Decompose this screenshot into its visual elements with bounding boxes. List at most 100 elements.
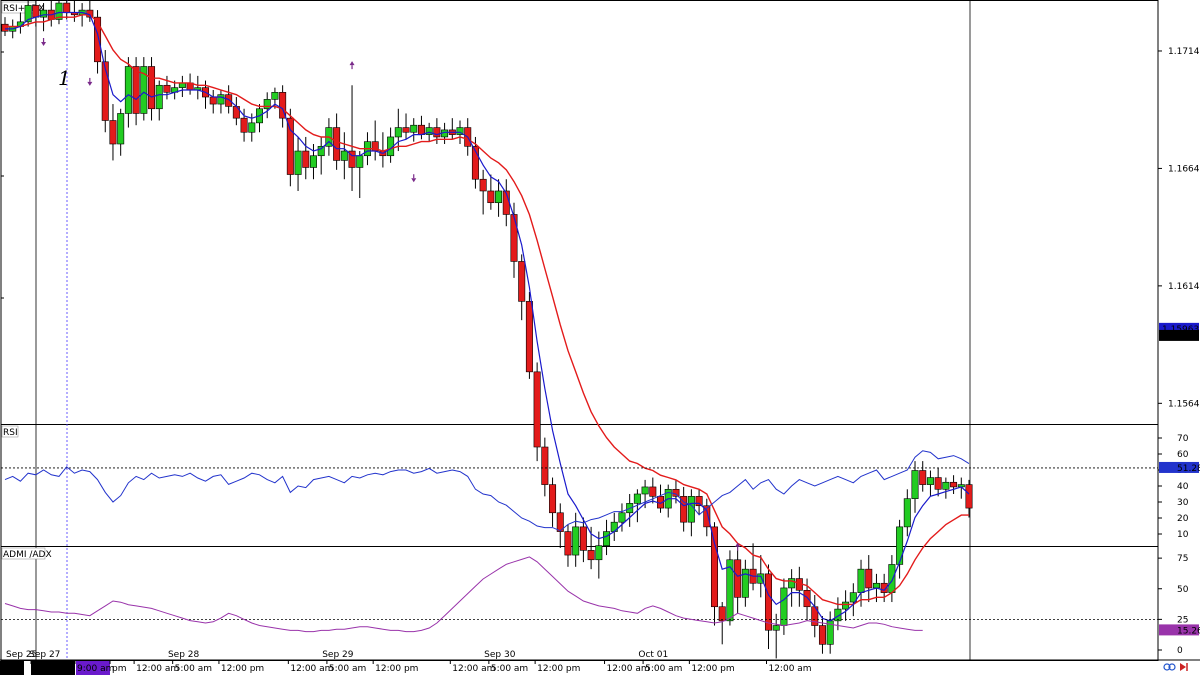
candle: [479, 169, 487, 215]
time-label: 9:00 am: [77, 664, 114, 674]
candle: [286, 108, 294, 187]
candle: [664, 484, 672, 518]
bear-candle-body: [417, 124, 425, 135]
candle: [919, 461, 927, 492]
rsi-tick-label: 70: [1177, 434, 1189, 444]
slow-moving-average-line: [5, 14, 969, 606]
candle: [178, 75, 186, 98]
link-icon[interactable]: [1163, 663, 1176, 671]
scroll-arrow: [1180, 663, 1186, 671]
time-label: 12:00 am: [290, 664, 333, 674]
time-highlight-bg-dark: [31, 661, 75, 675]
bear-candle-body: [680, 496, 688, 523]
bull-candle-body: [757, 573, 765, 584]
bull-candle-body: [495, 190, 503, 204]
bull-candle-body: [618, 512, 626, 523]
bull-candle-body: [309, 155, 317, 168]
candle: [132, 57, 140, 126]
rsi-label-bg: [1159, 461, 1199, 473]
time-label: 021 5:00 am: [33, 664, 90, 674]
link-ring: [1163, 663, 1171, 671]
bear-candle-body: [672, 488, 680, 497]
bull-candle-body: [926, 477, 934, 485]
adx-label-bg: [1159, 624, 1199, 636]
down-arrow-icon: [41, 37, 47, 46]
candle: [865, 555, 873, 603]
bull-candle-body: [603, 531, 611, 546]
bull-candle-body: [456, 127, 464, 135]
bull-candle-body: [942, 481, 950, 490]
candle: [818, 616, 826, 654]
time-label: 12:00 am: [136, 664, 179, 674]
bull-candle-body: [425, 127, 433, 135]
bear-candle-body: [718, 606, 726, 622]
link-ring: [1168, 663, 1176, 671]
candle: [541, 437, 549, 497]
candle: [217, 89, 225, 114]
pane-frame-1: [0, 0, 1159, 425]
bear-candle-body: [865, 568, 873, 589]
candle: [888, 555, 896, 603]
candle: [47, 0, 55, 27]
bear-candle-body: [533, 371, 541, 448]
price-tick-label: 1.16646: [1168, 164, 1200, 174]
time-label: 5:00 am: [491, 664, 528, 674]
candle: [302, 136, 310, 180]
candle: [726, 550, 734, 626]
price-tick-label: 1.17146: [1168, 47, 1200, 57]
bear-candle-body: [950, 481, 958, 488]
time-label: 12:00 pm: [691, 664, 734, 674]
time-label: 12:00 pm: [221, 664, 264, 674]
date-label: Sep 29: [322, 650, 354, 660]
bear-candle-body: [471, 146, 479, 180]
candle: [564, 524, 572, 567]
bull-candle-body: [55, 2, 63, 20]
candle: [24, 0, 32, 27]
candle: [271, 87, 279, 109]
time-highlight-bg-dark: [0, 661, 24, 675]
candle: [317, 136, 325, 175]
bear-candle-body: [587, 550, 595, 561]
bull-candle-body: [888, 564, 896, 593]
bear-candle-body: [579, 526, 587, 551]
candle: [896, 519, 904, 579]
candle: [294, 136, 302, 191]
candle: [965, 479, 973, 518]
candle: [934, 468, 942, 497]
bear-candle-body: [965, 484, 973, 509]
candle: [240, 108, 248, 142]
bull-candle-body: [117, 113, 125, 145]
candle: [618, 503, 626, 532]
price-tick-label: 1.15646: [1168, 399, 1200, 409]
bull-candle-body: [271, 92, 279, 100]
candle: [772, 613, 780, 659]
fast-moving-average-line: [5, 11, 970, 622]
arrow-head: [349, 61, 355, 66]
candle: [510, 202, 518, 278]
candle: [117, 108, 125, 156]
candle: [148, 57, 156, 121]
bull-candle-body: [788, 578, 796, 589]
price-pane-title: RSI+ADX: [3, 4, 44, 14]
candle: [556, 503, 564, 549]
bear-candle-body: [695, 496, 703, 507]
candle: [448, 118, 456, 140]
arrow-head: [87, 81, 93, 86]
candle: [626, 493, 634, 527]
price-label-bg: [1159, 329, 1199, 341]
adx-tick-label: 75: [1177, 554, 1188, 564]
date-label: Sep 27: [29, 650, 60, 660]
candle: [140, 57, 148, 121]
candle: [533, 362, 541, 462]
rsi-tick-label: 20: [1177, 514, 1189, 524]
scroll-end-icon[interactable]: [1180, 663, 1188, 671]
candle: [394, 108, 402, 152]
candle: [356, 151, 364, 199]
bear-candle-body: [101, 61, 109, 121]
bear-candle-body: [32, 5, 40, 18]
candle: [741, 559, 749, 607]
bull-candle-body: [857, 568, 865, 593]
bull-candle-body: [911, 470, 919, 499]
